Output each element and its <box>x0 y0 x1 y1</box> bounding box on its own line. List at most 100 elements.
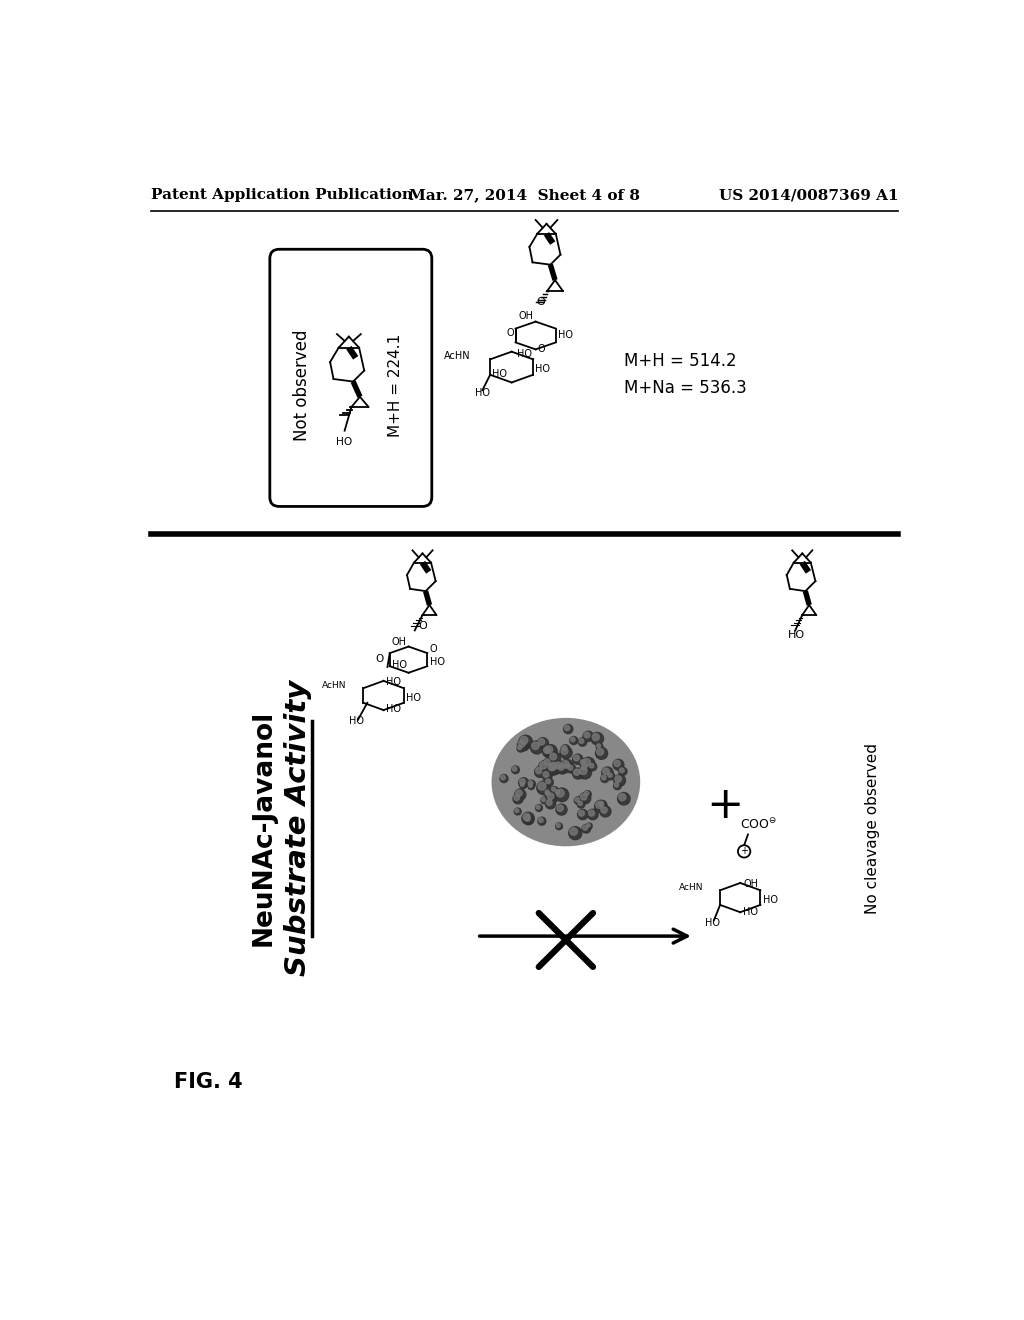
Circle shape <box>545 789 552 797</box>
Circle shape <box>617 792 630 805</box>
Text: HO: HO <box>536 364 551 375</box>
Text: HO: HO <box>742 907 758 916</box>
Circle shape <box>585 791 589 796</box>
Circle shape <box>549 752 560 764</box>
Circle shape <box>556 789 564 797</box>
Circle shape <box>592 734 599 741</box>
Circle shape <box>613 759 624 770</box>
Circle shape <box>614 776 622 783</box>
Text: O: O <box>419 620 427 631</box>
Circle shape <box>547 800 552 805</box>
Circle shape <box>578 801 583 805</box>
Circle shape <box>567 764 575 774</box>
Circle shape <box>583 825 588 830</box>
Circle shape <box>517 739 529 751</box>
Circle shape <box>523 814 534 825</box>
Circle shape <box>608 774 612 777</box>
Circle shape <box>518 746 522 750</box>
Circle shape <box>738 845 751 858</box>
Circle shape <box>547 793 554 800</box>
Text: HO: HO <box>430 656 444 667</box>
Circle shape <box>555 788 568 801</box>
Circle shape <box>601 775 608 783</box>
Circle shape <box>579 738 587 746</box>
Text: M+Na = 536.3: M+Na = 536.3 <box>624 379 746 397</box>
Circle shape <box>556 804 567 814</box>
Circle shape <box>539 739 545 744</box>
Circle shape <box>549 762 562 775</box>
Circle shape <box>600 805 611 817</box>
Circle shape <box>555 789 562 796</box>
Circle shape <box>584 733 590 738</box>
Circle shape <box>598 800 607 809</box>
Circle shape <box>568 826 582 840</box>
Circle shape <box>591 733 603 744</box>
Circle shape <box>564 763 572 771</box>
Text: +: + <box>740 846 749 857</box>
Circle shape <box>555 789 559 795</box>
Circle shape <box>516 789 522 796</box>
Circle shape <box>539 818 543 822</box>
Circle shape <box>570 828 578 836</box>
Text: O: O <box>537 297 546 308</box>
Circle shape <box>602 767 613 779</box>
Circle shape <box>536 767 542 774</box>
Circle shape <box>517 744 524 752</box>
Circle shape <box>542 771 552 780</box>
Circle shape <box>583 759 591 766</box>
Circle shape <box>580 759 589 768</box>
Circle shape <box>572 768 584 779</box>
Text: NeuNAc-Javanol: NeuNAc-Javanol <box>251 710 276 946</box>
Circle shape <box>597 748 603 755</box>
Text: AcHN: AcHN <box>679 883 703 892</box>
Circle shape <box>520 783 524 787</box>
Circle shape <box>544 744 557 758</box>
Circle shape <box>545 791 552 797</box>
Circle shape <box>555 762 561 768</box>
Circle shape <box>599 801 604 807</box>
Circle shape <box>597 743 601 747</box>
Circle shape <box>613 781 622 789</box>
Circle shape <box>587 824 590 828</box>
Text: Patent Application Publication: Patent Application Publication <box>152 189 414 202</box>
Circle shape <box>557 763 568 774</box>
Text: Substrate Activity: Substrate Activity <box>285 680 312 977</box>
Circle shape <box>519 735 532 748</box>
Circle shape <box>620 768 625 772</box>
Circle shape <box>514 795 519 800</box>
Circle shape <box>519 779 525 784</box>
Text: HO: HO <box>337 437 352 447</box>
Circle shape <box>545 779 553 787</box>
Circle shape <box>546 779 551 784</box>
Circle shape <box>528 784 532 788</box>
Text: HO: HO <box>349 717 364 726</box>
Circle shape <box>578 800 585 808</box>
Circle shape <box>550 762 557 770</box>
Circle shape <box>541 797 548 804</box>
Circle shape <box>538 738 549 748</box>
Text: M+H = 224.1: M+H = 224.1 <box>388 334 402 437</box>
Circle shape <box>528 781 532 785</box>
Circle shape <box>564 725 569 730</box>
Text: O: O <box>430 644 437 653</box>
Circle shape <box>579 739 584 743</box>
Circle shape <box>580 792 591 804</box>
Text: COO$^{\ominus}$: COO$^{\ominus}$ <box>740 816 777 832</box>
Text: HO: HO <box>763 895 777 906</box>
Circle shape <box>545 791 549 795</box>
Circle shape <box>582 758 595 771</box>
Circle shape <box>518 777 528 788</box>
Text: HO: HO <box>386 677 401 688</box>
Circle shape <box>544 747 550 754</box>
Text: HO: HO <box>516 348 531 359</box>
Circle shape <box>518 741 525 747</box>
Circle shape <box>520 783 526 788</box>
Circle shape <box>523 813 530 821</box>
Circle shape <box>569 737 578 744</box>
Circle shape <box>596 747 607 759</box>
Circle shape <box>614 760 621 767</box>
Text: +: + <box>707 784 743 826</box>
Circle shape <box>573 770 580 775</box>
Circle shape <box>527 780 536 788</box>
Circle shape <box>618 793 626 801</box>
